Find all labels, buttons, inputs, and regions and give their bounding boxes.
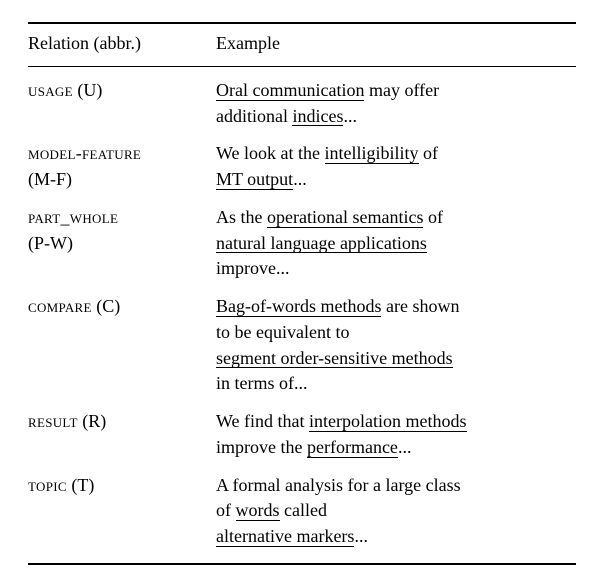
example-text: of	[216, 500, 236, 520]
underlined-term: natural language applications	[216, 234, 427, 254]
underlined-term: interpolation methods	[309, 412, 466, 432]
table-row: compare (C) Bag-of-words methods are sho…	[28, 281, 576, 396]
example-line: additional indices...	[216, 105, 576, 129]
relation-cell: topic (T)	[28, 460, 216, 564]
example-text: A formal analysis for a large class	[216, 475, 461, 495]
example-line: in terms of...	[216, 372, 576, 396]
example-line: We find that interpolation methods	[216, 410, 576, 434]
example-text: to be equivalent to	[216, 322, 349, 342]
example-line: As the operational semantics of	[216, 206, 576, 230]
underlined-term: performance	[307, 438, 398, 458]
underlined-term: segment order-sensitive methods	[216, 349, 453, 369]
page: Relation (abbr.) Example usage (U) Oral …	[0, 0, 604, 580]
header-relation: Relation (abbr.)	[28, 23, 216, 66]
relation-abbr: (C)	[92, 296, 121, 316]
relation-name: result	[28, 411, 78, 431]
example-text: additional	[216, 106, 292, 126]
example-line: to be equivalent to	[216, 321, 576, 345]
header-example: Example	[216, 23, 576, 66]
example-text: in terms of...	[216, 373, 308, 393]
example-text: improve the	[216, 437, 307, 457]
example-line: We look at the intelligibility of	[216, 142, 576, 166]
table-row: model-feature (M-F) We look at the intel…	[28, 128, 576, 192]
example-line: alternative markers...	[216, 525, 576, 549]
example-line: MT output...	[216, 168, 576, 192]
example-cell: Bag-of-words methods are shown to be equ…	[216, 281, 576, 396]
underlined-term: alternative markers	[216, 527, 354, 547]
relations-table: Relation (abbr.) Example usage (U) Oral …	[28, 22, 576, 565]
example-text: may offer	[364, 80, 439, 100]
relation-name: model-feature	[28, 143, 141, 163]
example-text: ...	[293, 169, 307, 189]
example-line: improve...	[216, 257, 576, 281]
relation-name: topic	[28, 475, 67, 495]
example-line: Bag-of-words methods are shown	[216, 295, 576, 319]
relation-name: usage	[28, 80, 73, 100]
relation-abbr: (R)	[78, 411, 107, 431]
relation-name: compare	[28, 296, 92, 316]
example-cell: We find that interpolation methods impro…	[216, 396, 576, 460]
underlined-term: intelligibility	[325, 144, 419, 164]
example-line: A formal analysis for a large class	[216, 474, 576, 498]
table-row: part_whole (P-W) As the operational sema…	[28, 192, 576, 281]
relation-cell: part_whole (P-W)	[28, 192, 216, 281]
example-cell: A formal analysis for a large class of w…	[216, 460, 576, 564]
relation-abbr: (P-W)	[28, 232, 216, 256]
example-text: We find that	[216, 411, 309, 431]
relation-cell: result (R)	[28, 396, 216, 460]
example-text: We look at the	[216, 143, 325, 163]
example-text: ...	[398, 437, 412, 457]
example-text: of	[419, 143, 439, 163]
example-line: Oral communication may offer	[216, 79, 576, 103]
relation-name: part_whole	[28, 207, 118, 227]
table-row: topic (T) A formal analysis for a large …	[28, 460, 576, 564]
example-text: called	[280, 500, 327, 520]
example-text: are shown	[381, 296, 459, 316]
table-row: usage (U) Oral communication may offer a…	[28, 66, 576, 128]
relation-abbr: (T)	[67, 475, 94, 495]
example-text: improve...	[216, 258, 290, 278]
example-text: ...	[354, 526, 368, 546]
example-text: As the	[216, 207, 267, 227]
relation-cell: compare (C)	[28, 281, 216, 396]
relation-abbr: (U)	[73, 80, 103, 100]
table-row: result (R) We find that interpolation me…	[28, 396, 576, 460]
relation-cell: model-feature (M-F)	[28, 128, 216, 192]
example-cell: We look at the intelligibility of MT out…	[216, 128, 576, 192]
underlined-term: words	[236, 501, 280, 521]
example-text: of	[423, 207, 443, 227]
underlined-term: Bag-of-words methods	[216, 297, 381, 317]
relation-cell: usage (U)	[28, 66, 216, 128]
example-text: ...	[343, 106, 357, 126]
example-cell: Oral communication may offer additional …	[216, 66, 576, 128]
example-line: segment order-sensitive methods	[216, 347, 576, 371]
example-cell: As the operational semantics of natural …	[216, 192, 576, 281]
table-header-row: Relation (abbr.) Example	[28, 23, 576, 66]
underlined-term: operational semantics	[267, 208, 423, 228]
underlined-term: indices	[292, 107, 343, 127]
example-line: natural language applications	[216, 232, 576, 256]
underlined-term: Oral communication	[216, 81, 364, 101]
relation-abbr: (M-F)	[28, 168, 216, 192]
underlined-term: MT output	[216, 170, 293, 190]
example-line: of words called	[216, 499, 576, 523]
example-line: improve the performance...	[216, 436, 576, 460]
